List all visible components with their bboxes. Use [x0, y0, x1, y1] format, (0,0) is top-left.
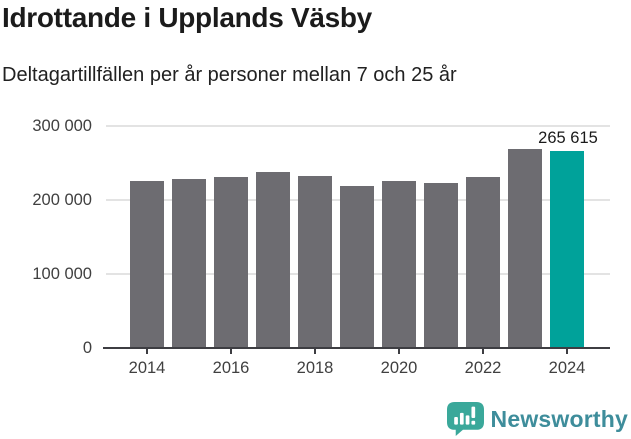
x-tick-mark: [146, 349, 148, 354]
x-tick-mark: [230, 349, 232, 354]
x-tick-mark: [566, 349, 568, 354]
gridline-300000: [106, 125, 610, 127]
x-tick-label-2016: 2016: [212, 359, 250, 377]
bar-2015: [172, 179, 206, 348]
x-tick-label-2014: 2014: [128, 359, 166, 377]
bar-2021: [424, 183, 458, 348]
x-axis-line: [103, 347, 610, 349]
bar-2019: [340, 185, 374, 348]
bar-2022: [466, 177, 500, 348]
newsworthy-speech-bubble-chart-icon: [446, 402, 484, 436]
bar-2024: [550, 151, 584, 348]
bar-2017: [256, 171, 290, 348]
bar-2023: [508, 148, 542, 348]
x-tick-mark: [482, 349, 484, 354]
x-tick-label-2024: 2024: [548, 359, 586, 377]
x-tick-mark: [398, 349, 400, 354]
bar-2016: [214, 177, 248, 348]
y-tick-label: 100 000: [32, 265, 92, 283]
x-tick-label-2022: 2022: [464, 359, 502, 377]
y-tick-label: 200 000: [32, 191, 92, 209]
plot-area: 265 615 2014 2016 2018 2020 2022 2024: [103, 125, 610, 377]
x-tick-label-2020: 2020: [380, 359, 418, 377]
bar-2014: [130, 180, 164, 348]
brand-name: Newsworthy: [490, 406, 628, 432]
x-tick-label-2018: 2018: [296, 359, 334, 377]
bar-2020: [382, 180, 416, 348]
highlight-value-label: 265 615: [534, 129, 602, 148]
bar-2018: [298, 176, 332, 348]
chart-title: Idrottande i Upplands Väsby: [2, 2, 372, 33]
y-tick-label: 0: [82, 339, 92, 357]
y-tick-label: 300 000: [32, 117, 92, 135]
x-tick-mark: [314, 349, 316, 354]
newsworthy-brand-link[interactable]: Newsworthy: [446, 401, 628, 437]
chart-subtitle: Deltagartillfällen per år personer mella…: [2, 64, 457, 86]
